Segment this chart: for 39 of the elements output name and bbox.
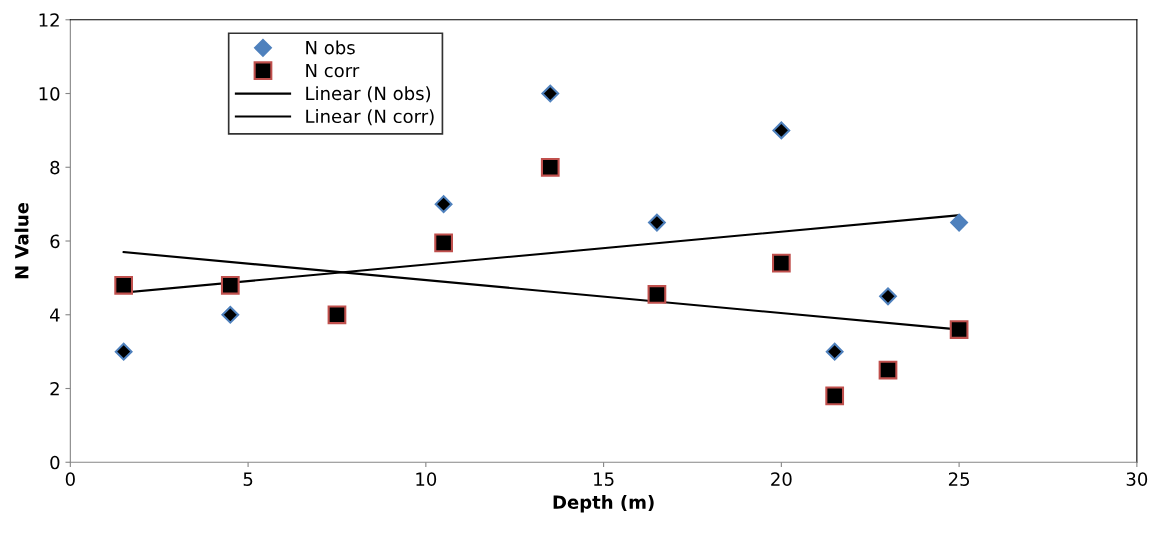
point [434, 233, 453, 253]
point [221, 305, 240, 324]
x-tick-label: 10 [416, 472, 437, 486]
point [825, 386, 845, 406]
y-tick-label: 10 [39, 86, 60, 101]
point [878, 360, 898, 380]
y-axis-title: N Value [14, 202, 29, 279]
point [648, 213, 666, 232]
legend-label: N corr [306, 63, 360, 78]
point [114, 342, 133, 361]
y-tick-label: 8 [50, 160, 60, 175]
legend-label: N obs [306, 40, 355, 55]
x-tick-label: 0 [65, 472, 75, 486]
point [950, 213, 968, 232]
legend-label: Linear (N obs) [306, 86, 431, 103]
point [879, 287, 897, 306]
y-tick-label: 4 [50, 308, 60, 322]
point [949, 320, 969, 339]
y-tick-label: 6 [50, 234, 60, 249]
y-tick-label: 12 [39, 13, 59, 27]
point [540, 157, 560, 177]
x-axis-title: Depth (m) [553, 495, 654, 513]
point [114, 275, 134, 295]
point [771, 253, 791, 273]
point [434, 195, 453, 214]
y-tick-label: 0 [50, 455, 60, 470]
x-tick-label: 25 [948, 472, 970, 486]
point [647, 285, 667, 304]
point [220, 275, 240, 295]
y-tick-label: 2 [50, 381, 59, 396]
point [327, 305, 347, 325]
point [825, 342, 844, 361]
point [541, 84, 560, 103]
x-tick-label: 15 [594, 472, 614, 486]
legend-label: Linear (N corr) [306, 109, 434, 126]
x-tick-label: 20 [771, 472, 792, 486]
x-tick-label: 30 [1126, 472, 1148, 486]
point [772, 121, 791, 140]
x-tick-label: 5 [243, 472, 253, 486]
